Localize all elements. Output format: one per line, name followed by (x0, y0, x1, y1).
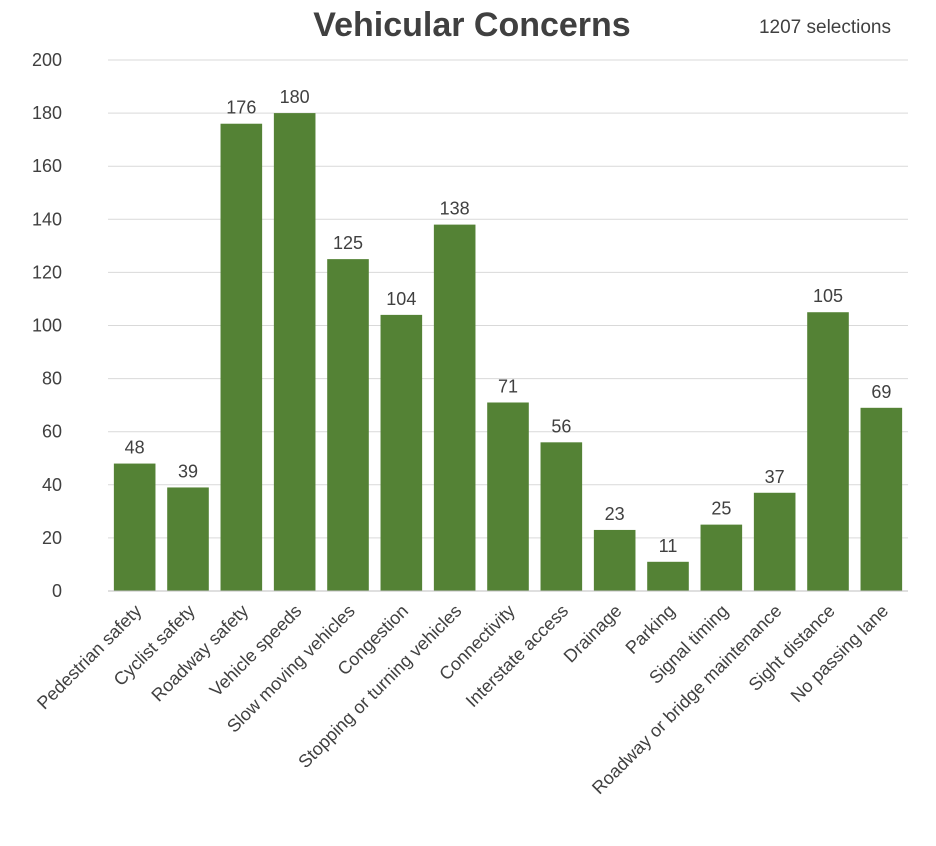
bar (593, 529, 636, 591)
bar (753, 492, 796, 591)
y-tick-label: 0 (52, 581, 62, 601)
bar (540, 442, 583, 591)
data-label: 180 (280, 87, 310, 107)
y-tick-label: 40 (42, 475, 62, 495)
y-tick-label: 80 (42, 369, 62, 389)
chart-title: Vehicular Concerns (313, 6, 630, 44)
bar (807, 312, 849, 591)
data-label: 69 (871, 382, 891, 402)
bar (647, 561, 689, 591)
data-label: 56 (551, 416, 571, 436)
data-label: 39 (178, 461, 198, 481)
category-label: Interstate access (462, 601, 572, 711)
data-label: 176 (226, 98, 256, 118)
y-axis-tick-labels: 0 20 40 60 80 100 120 140 160 180 200 (32, 50, 62, 601)
bar (273, 113, 316, 591)
bars (113, 113, 903, 592)
category-label: Vehicle speeds (206, 601, 306, 701)
y-tick-label: 100 (32, 316, 62, 336)
y-tick-label: 200 (32, 50, 62, 70)
category-label: Roadway safety (147, 601, 252, 706)
bar (700, 524, 743, 591)
y-tick-label: 140 (32, 209, 62, 229)
data-labels: 48 39 176 180 125 104 138 71 56 23 11 25 37 105 69 (125, 87, 892, 556)
chart-subtitle: 1207 selections (759, 17, 891, 38)
y-tick-label: 120 (32, 262, 62, 282)
data-label: 104 (386, 289, 416, 309)
bar (220, 123, 263, 591)
bar (167, 487, 209, 591)
data-label: 37 (765, 467, 785, 487)
data-label: 138 (440, 199, 470, 219)
data-label: 105 (813, 286, 843, 306)
data-label: 71 (498, 376, 518, 396)
bar (380, 314, 423, 591)
data-label: 25 (711, 499, 731, 519)
bar (327, 259, 369, 591)
bar (433, 224, 476, 592)
y-tick-label: 160 (32, 156, 62, 176)
data-label: 48 (125, 438, 145, 458)
data-label: 125 (333, 233, 363, 253)
bar (113, 463, 156, 591)
category-label: Roadway or bridge maintenance (588, 601, 785, 798)
bar (860, 407, 903, 591)
bar (487, 402, 529, 591)
category-label: Drainage (560, 601, 626, 667)
category-label: No passing lane (787, 601, 892, 706)
y-tick-label: 180 (32, 103, 62, 123)
y-tick-label: 20 (42, 528, 62, 548)
data-label: 11 (659, 536, 678, 556)
y-tick-label: 60 (42, 422, 62, 442)
data-label: 23 (605, 504, 625, 524)
